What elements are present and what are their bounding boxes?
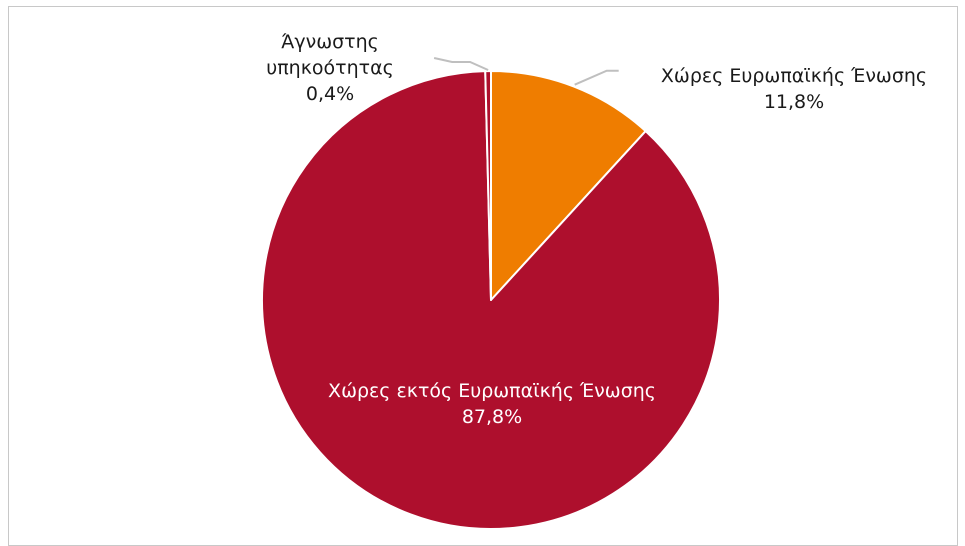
- label-unknown-line1: Άγνωστης: [281, 31, 379, 53]
- label-unknown-line2: υπηκοότητας: [266, 57, 394, 79]
- label-eu-value: 11,8%: [764, 91, 824, 113]
- label-eu-name: Χώρες Ευρωπαϊκής Ένωσης: [661, 65, 927, 87]
- slice-eu: [490, 70, 647, 301]
- slice-unknown: [484, 70, 492, 301]
- leader-line-unknown: [433, 57, 489, 71]
- label-non-eu-name: Χώρες εκτός Ευρωπαϊκής Ένωσης: [328, 380, 656, 402]
- label-non-eu-value: 87,8%: [462, 406, 522, 428]
- leader-lines: [433, 57, 619, 86]
- label-unknown-value: 0,4%: [306, 83, 354, 105]
- leader-line-eu: [574, 69, 619, 86]
- pie-slices: [261, 70, 721, 530]
